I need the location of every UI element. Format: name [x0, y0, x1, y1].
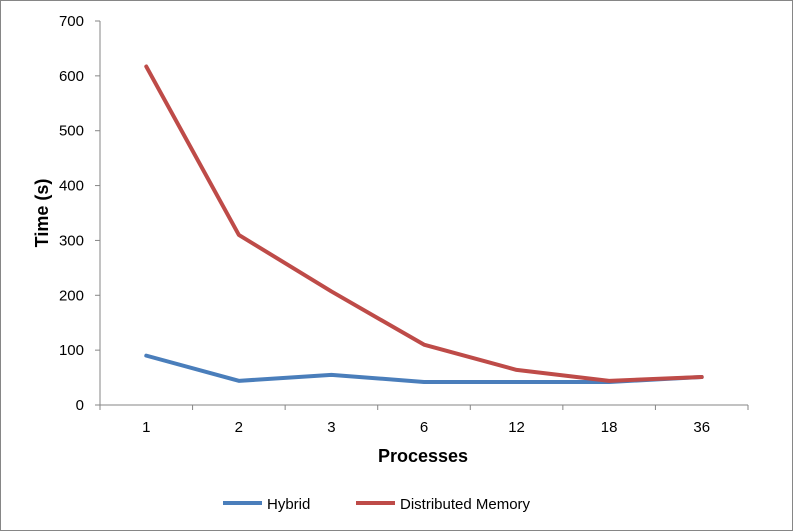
x-tick-label: 1 [142, 419, 150, 436]
y-axis-ticks: 0 100 200 300 400 500 600 700 [59, 13, 100, 414]
series-line-hybrid [144, 353, 704, 384]
y-tick-label: 100 [59, 342, 84, 359]
x-axis-ticks: 1 2 3 6 12 18 36 [99, 405, 749, 436]
x-tick-label: 36 [693, 419, 710, 436]
y-tick-label: 0 [76, 397, 84, 414]
series-layer [144, 64, 704, 384]
legend-label-distributed-memory: Distributed Memory [400, 496, 531, 513]
legend: Hybrid Distributed Memory [223, 496, 531, 513]
y-tick-label: 500 [59, 123, 84, 140]
y-tick-label: 700 [59, 13, 84, 30]
y-tick-label: 300 [59, 232, 84, 249]
y-axis-title: Time (s) [32, 179, 52, 248]
x-tick-label: 3 [327, 419, 335, 436]
y-tick-label: 400 [59, 178, 84, 195]
x-tick-label: 18 [601, 419, 618, 436]
x-tick-label: 2 [235, 419, 243, 436]
legend-label-hybrid: Hybrid [267, 496, 310, 513]
x-axis-title: Processes [378, 446, 468, 466]
y-tick-label: 200 [59, 287, 84, 304]
series-line-distributed-memory [144, 64, 704, 383]
x-tick-label: 12 [508, 419, 525, 436]
y-tick-label: 600 [59, 68, 84, 85]
x-tick-label: 6 [420, 419, 428, 436]
axes [99, 21, 748, 406]
